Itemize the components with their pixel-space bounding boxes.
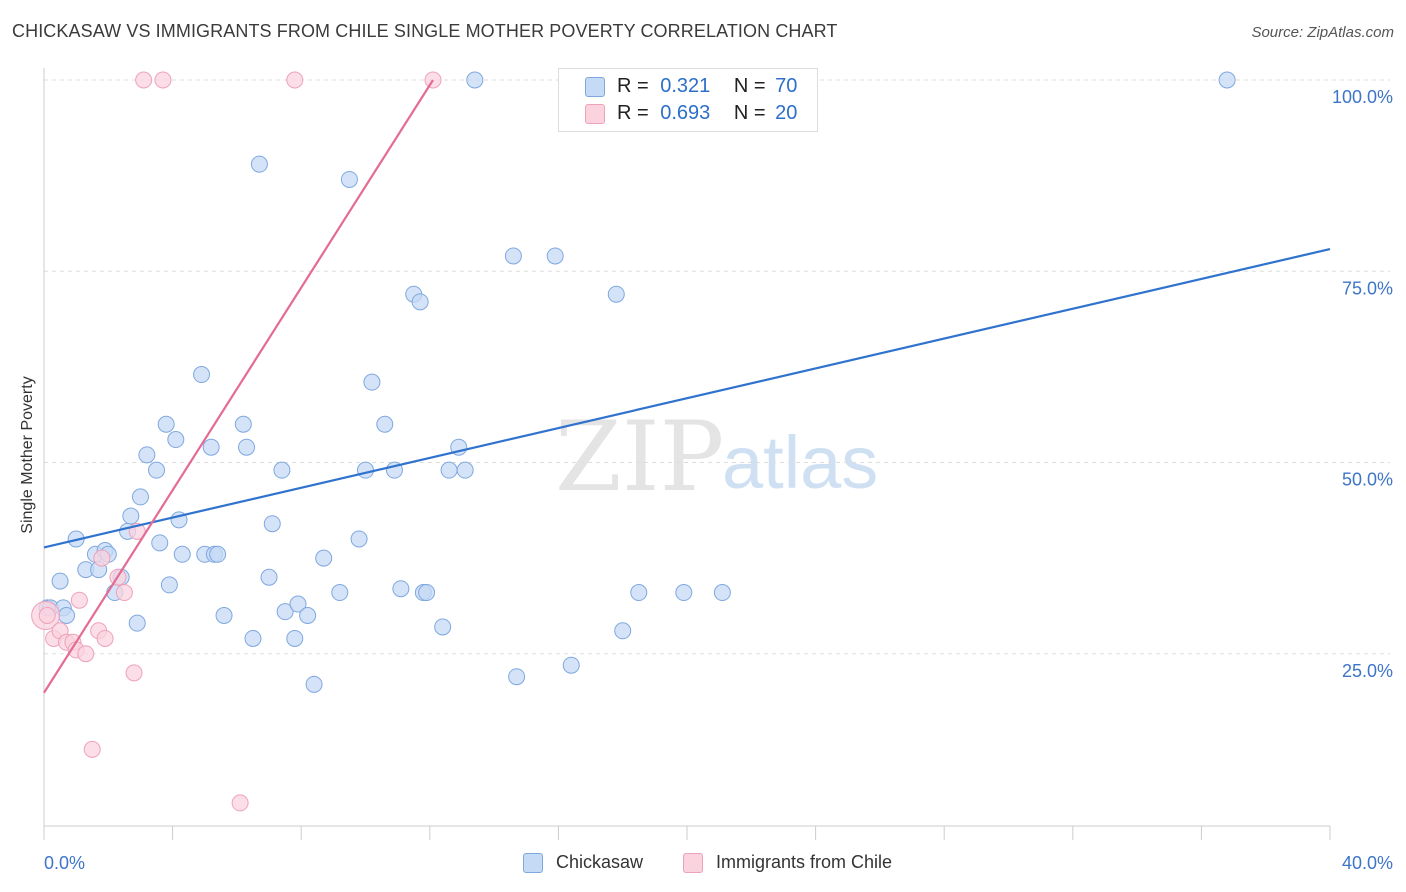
data-point: [173, 545, 191, 563]
data-point: [675, 584, 693, 602]
legend-n-value: 20: [775, 102, 798, 124]
data-point: [363, 373, 381, 391]
data-point: [340, 170, 358, 188]
data-point: [289, 595, 307, 613]
bottom-legend-label: Chickasaw: [556, 852, 644, 872]
axes: [43, 68, 1331, 840]
data-point: [151, 534, 169, 552]
data-point: [434, 618, 452, 636]
legend-n-value: 70: [775, 75, 798, 97]
y-tick-label: 25.0%: [1342, 661, 1393, 681]
data-point: [148, 461, 166, 479]
x-tick-label: 0.0%: [44, 853, 85, 873]
data-point: [630, 584, 648, 602]
y-tick-label: 75.0%: [1342, 278, 1393, 298]
data-point: [286, 629, 304, 647]
data-point: [38, 607, 56, 624]
data-point: [51, 572, 69, 590]
data-point: [315, 549, 333, 567]
data-point: [209, 545, 227, 563]
data-point: [276, 603, 294, 621]
data-point: [273, 461, 291, 479]
y-tick-label: 100.0%: [1332, 87, 1393, 107]
data-point: [411, 293, 429, 311]
chart-title: CHICKASAW VS IMMIGRANTS FROM CHILE SINGL…: [12, 21, 838, 41]
bottom-legend-label: Immigrants from Chile: [716, 852, 893, 872]
data-point: [244, 629, 262, 647]
legend-swatch-blue: [585, 77, 605, 97]
legend-swatch-pink: [585, 104, 605, 124]
data-point: [376, 415, 394, 433]
data-point: [160, 576, 178, 594]
data-point: [138, 446, 156, 464]
data-point: [215, 607, 233, 624]
watermark-zip: ZIP: [555, 401, 724, 513]
trend-lines: [43, 79, 1331, 694]
data-point: [157, 415, 175, 433]
data-point: [263, 515, 281, 533]
data-point: [70, 591, 88, 609]
legend-n-label: N =: [733, 102, 766, 124]
data-point: [260, 568, 278, 586]
data-point: [1218, 71, 1236, 89]
data-point: [440, 461, 458, 479]
legend-r-value: 0.693: [660, 102, 711, 124]
data-point: [58, 607, 76, 624]
data-point: [122, 507, 140, 525]
y-tick-label: 50.0%: [1342, 470, 1393, 490]
chickasaw-points: [38, 71, 1236, 693]
data-point: [713, 584, 731, 602]
data-point: [299, 607, 317, 624]
x-tick-label: 40.0%: [1342, 853, 1393, 873]
data-point: [504, 247, 522, 265]
correlation-legend: R = 0.321 N = 70 R = 0.693 N = 20: [558, 68, 818, 132]
chile-points: [31, 71, 442, 812]
source-credit: Source: ZipAtlas.com: [1251, 24, 1394, 41]
data-point: [357, 461, 374, 479]
tick-labels: 25.0% 50.0% 75.0% 100.0% 0.0% 40.0%: [44, 87, 1393, 873]
data-point: [614, 622, 632, 640]
data-point: [392, 580, 410, 598]
legend-r-value: 0.321: [660, 75, 711, 97]
data-point: [167, 431, 185, 449]
data-point: [193, 366, 211, 384]
data-point: [77, 645, 95, 663]
data-point: [418, 584, 436, 602]
data-point: [83, 740, 101, 758]
bottom-legend-swatch-pink: [683, 853, 703, 873]
data-point: [238, 438, 256, 456]
data-point: [234, 415, 252, 433]
legend-r-label: R =: [617, 102, 649, 124]
data-point: [546, 247, 564, 265]
data-point: [331, 584, 349, 602]
gridlines: [44, 79, 1390, 655]
data-point: [350, 530, 368, 548]
data-point: [305, 675, 323, 693]
data-point: [456, 461, 474, 479]
data-point: [607, 285, 625, 303]
data-point: [135, 71, 153, 89]
data-point: [466, 71, 484, 89]
data-point: [125, 664, 143, 682]
data-point: [202, 438, 220, 456]
trend-line-chile: [43, 79, 434, 694]
data-point: [508, 668, 526, 686]
data-point: [93, 549, 111, 567]
data-point: [115, 584, 133, 602]
data-point: [96, 629, 114, 647]
data-point: [128, 614, 146, 632]
trend-line-chickasaw: [43, 247, 1331, 549]
legend-n-label: N =: [733, 75, 766, 97]
bottom-legend-swatch-blue: [523, 853, 543, 873]
legend-r-label: R =: [617, 75, 649, 97]
data-point: [231, 794, 249, 812]
data-point: [286, 71, 304, 89]
data-point: [250, 155, 268, 173]
data-point: [562, 656, 580, 674]
data-point: [131, 488, 149, 506]
data-point: [154, 71, 172, 89]
